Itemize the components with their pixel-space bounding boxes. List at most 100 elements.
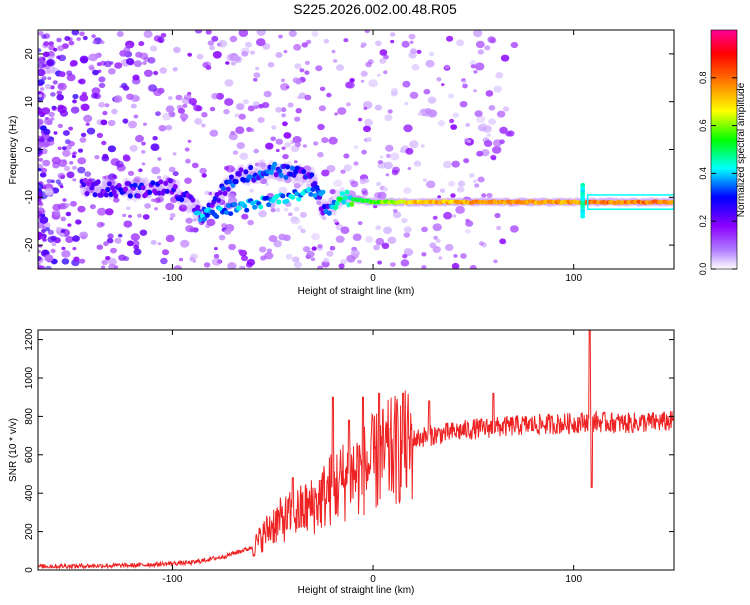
noise-blob — [67, 223, 72, 227]
noise-blob — [161, 249, 170, 256]
trace-halo — [185, 203, 192, 214]
trace-branch — [195, 210, 202, 216]
noise-blob — [333, 218, 338, 223]
noise-blob — [432, 215, 438, 220]
noise-blob — [489, 37, 497, 44]
trace-branch — [274, 193, 280, 199]
noise-blob — [426, 180, 436, 189]
noise-blob — [72, 93, 79, 100]
noise-blob — [302, 144, 307, 148]
trace-mark — [309, 172, 315, 178]
noise-blob — [98, 102, 105, 108]
noise-blob — [149, 45, 158, 52]
noise-blob — [360, 79, 365, 83]
noise-blob — [61, 250, 71, 258]
noise-blob — [456, 39, 465, 47]
noise-blob — [404, 248, 410, 253]
noise-blob — [191, 162, 199, 169]
trace-branch — [214, 214, 220, 220]
trace-mark — [277, 168, 283, 174]
noise-blob — [288, 30, 297, 37]
noise-blob — [60, 216, 67, 222]
trace-mark — [230, 182, 236, 188]
trace-branch — [264, 195, 270, 201]
noise-blob — [250, 50, 256, 55]
noise-blob — [157, 37, 165, 43]
noise-blob — [254, 162, 260, 167]
noise-blob — [122, 213, 127, 218]
noise-blob — [126, 206, 131, 211]
snr-plot-area — [38, 330, 674, 570]
y-tick-label: 600 — [24, 446, 35, 463]
noise-blob — [65, 145, 72, 150]
noise-blob — [96, 132, 104, 138]
trace-mark — [167, 178, 173, 184]
noise-blob — [94, 155, 100, 160]
noise-blob — [44, 188, 54, 196]
noise-blob — [205, 30, 212, 35]
noise-blob — [168, 166, 176, 173]
trace-mark — [339, 191, 345, 197]
trace-branch — [252, 204, 258, 210]
noise-blob — [181, 118, 186, 122]
trace-mark — [333, 204, 339, 211]
noise-blob — [425, 59, 435, 68]
noise-blob — [437, 195, 441, 199]
spectrogram-y-label: Frequency (Hz) — [8, 116, 19, 185]
trace-mark — [87, 178, 93, 184]
noise-blob — [62, 130, 70, 136]
trace-mark — [82, 177, 88, 183]
noise-blob — [260, 178, 268, 185]
noise-blob — [116, 31, 124, 37]
noise-blob — [510, 225, 519, 233]
trace-blip — [580, 185, 586, 190]
trace-mark — [111, 189, 117, 195]
noise-blob — [338, 263, 345, 269]
noise-blob — [473, 30, 483, 38]
noise-blob — [451, 160, 460, 168]
noise-blob — [43, 41, 50, 47]
noise-blob — [316, 200, 322, 205]
noise-blob — [80, 57, 88, 64]
trace-mark — [278, 172, 284, 178]
snr-x-label: Height of straight line (km) — [298, 585, 415, 596]
trace-branch — [224, 210, 230, 215]
noise-blob — [42, 159, 51, 167]
noise-blob — [173, 265, 182, 269]
noise-blob — [476, 115, 486, 123]
noise-blob — [57, 83, 64, 89]
noise-blob — [182, 103, 188, 108]
trace-branch — [320, 189, 326, 195]
noise-blob — [357, 259, 362, 264]
noise-blob — [264, 252, 274, 260]
y-tick-label: 1200 — [24, 328, 35, 351]
noise-blob — [265, 182, 270, 186]
trace-mark — [92, 192, 98, 198]
noise-blob — [38, 124, 41, 130]
noise-blob — [79, 31, 85, 37]
y-tick-label: 20 — [24, 48, 35, 60]
noise-blob — [476, 150, 484, 157]
trace-mark — [163, 180, 169, 186]
noise-blob — [340, 226, 350, 234]
noise-blob — [114, 62, 123, 69]
noise-blob — [238, 265, 245, 269]
trace-mark — [110, 185, 116, 191]
noise-blob — [477, 176, 485, 183]
noise-blob — [53, 131, 58, 135]
trace-branch — [280, 193, 286, 199]
noise-blob — [72, 151, 77, 155]
trace-branch — [310, 187, 316, 193]
noise-blob — [132, 240, 140, 247]
noise-blob — [38, 157, 44, 162]
noise-blob — [135, 134, 144, 143]
noise-blob — [253, 148, 259, 154]
noise-blob — [255, 66, 260, 71]
noise-blob — [410, 48, 417, 54]
noise-blob — [144, 203, 152, 209]
noise-blob — [403, 187, 412, 194]
noise-blob — [292, 256, 300, 263]
noise-blob — [361, 188, 368, 194]
trace-branch — [290, 194, 296, 200]
noise-blob — [373, 204, 378, 209]
